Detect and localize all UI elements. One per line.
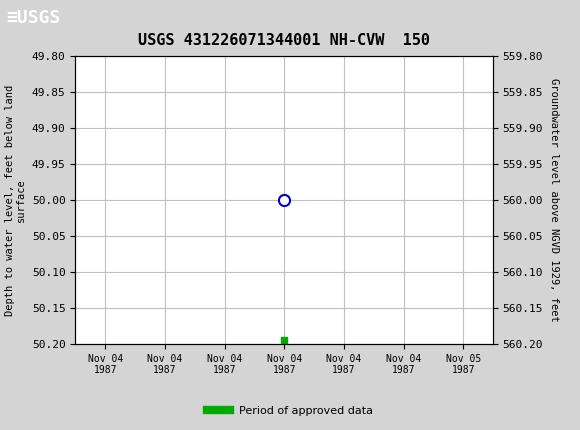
Y-axis label: Groundwater level above NGVD 1929, feet: Groundwater level above NGVD 1929, feet bbox=[549, 78, 559, 322]
Text: ≡USGS: ≡USGS bbox=[6, 9, 60, 27]
Legend: Period of approved data: Period of approved data bbox=[203, 401, 377, 420]
Y-axis label: Depth to water level, feet below land
surface: Depth to water level, feet below land su… bbox=[5, 84, 26, 316]
Title: USGS 431226071344001 NH-CVW  150: USGS 431226071344001 NH-CVW 150 bbox=[138, 33, 430, 48]
